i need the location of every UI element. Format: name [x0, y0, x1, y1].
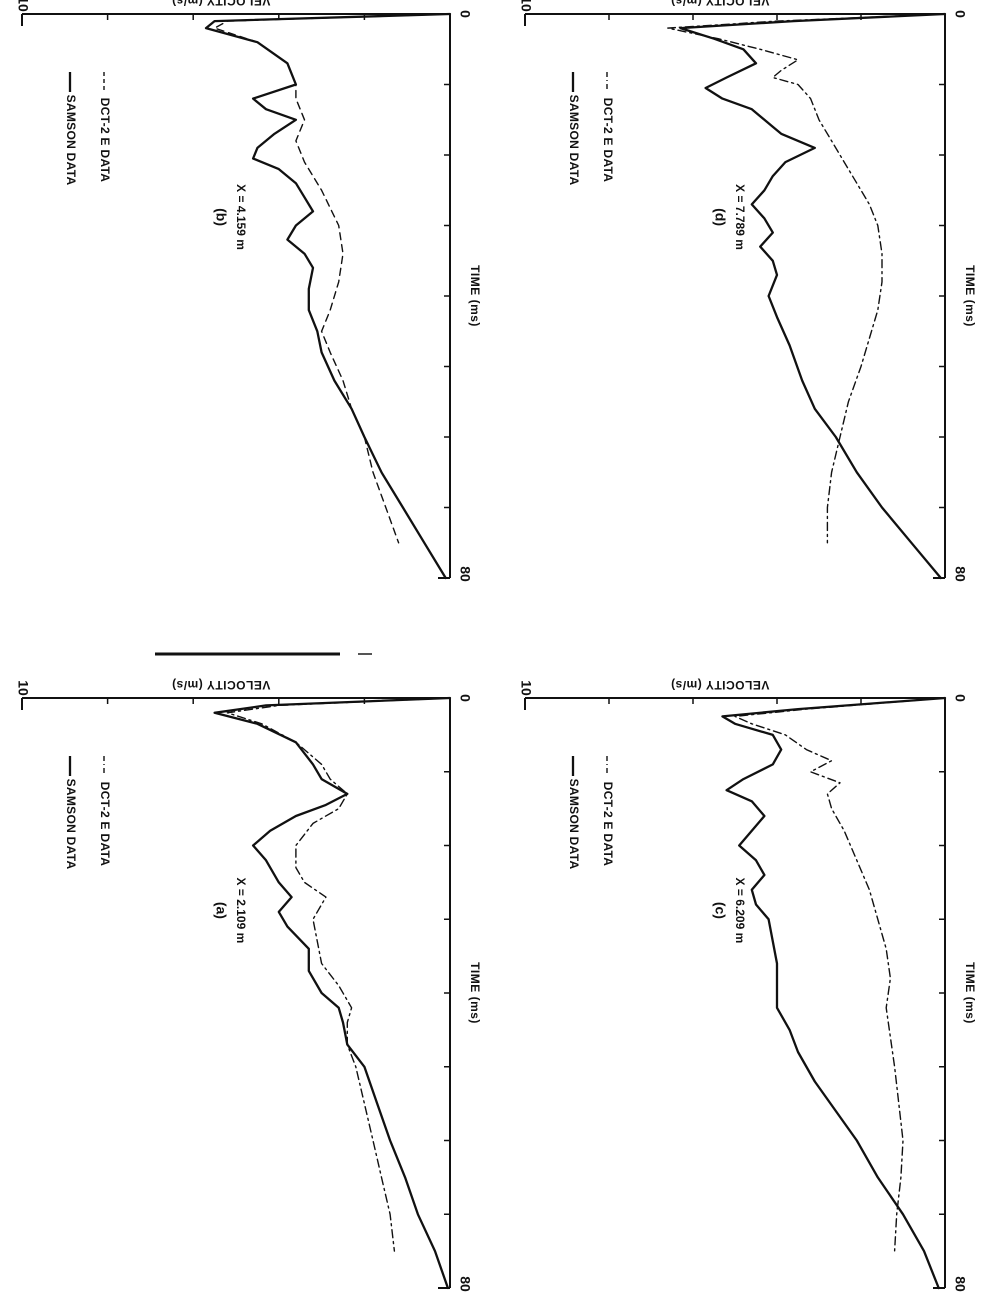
legend-label: DCT-2 E DATA	[98, 782, 112, 867]
series-line-samson	[204, 12, 452, 580]
panel-position-label: X = 4.159 m	[234, 184, 248, 250]
y-tick-label-end: 10	[518, 0, 534, 12]
y-tick-label-end: 10	[15, 0, 31, 12]
series-line-samson	[213, 696, 452, 1290]
series-line-samson	[679, 12, 947, 580]
panel-label: (d)	[712, 208, 728, 226]
legend-label: DCT-2 E DATA	[601, 782, 615, 867]
panel-d: 0 80 10 VELOCITY (m/s) TIME (ms) SAMSON DATA D…	[518, 0, 977, 582]
y-axis-label: VELOCITY (m/s)	[671, 678, 770, 692]
legend-label: SAMSON DATA	[64, 95, 78, 186]
x-tick-label-end: 80	[457, 566, 473, 582]
x-tick-label-start: 0	[952, 10, 968, 18]
y-axis-label: VELOCITY (m/s)	[172, 678, 271, 692]
series-line-dct2e	[226, 697, 451, 1252]
y-tick-label-end: 10	[15, 680, 31, 696]
legend-label: SAMSON DATA	[567, 95, 581, 186]
x-axis-label: TIME (ms)	[963, 265, 977, 327]
legend-label: DCT-2 E DATA	[98, 98, 112, 183]
x-tick-label-end: 80	[457, 1276, 473, 1292]
x-axis-label: TIME (ms)	[963, 962, 977, 1024]
series-line-dct2e	[213, 13, 451, 544]
series-line-samson	[721, 696, 947, 1290]
series-line-dct2e	[667, 13, 946, 544]
legend-label: SAMSON DATA	[64, 779, 78, 870]
y-axis-label: VELOCITY (m/s)	[172, 0, 271, 8]
x-tick-label-start: 0	[457, 10, 473, 18]
panel-position-label: X = 7.789 m	[733, 184, 747, 250]
x-tick-label-start: 0	[457, 694, 473, 702]
x-tick-label-end: 80	[952, 1276, 968, 1292]
y-axis-label: VELOCITY (m/s)	[671, 0, 770, 8]
legend-label: SAMSON DATA	[567, 779, 581, 870]
x-tick-label-end: 80	[952, 566, 968, 582]
panel-label: (b)	[213, 208, 229, 226]
y-tick-label-end: 10	[518, 680, 534, 696]
panel-label: (a)	[213, 902, 229, 919]
series-line-dct2e	[734, 697, 946, 1252]
legend-label: DCT-2 E DATA	[601, 98, 615, 183]
x-axis-label: TIME (ms)	[468, 265, 482, 327]
panel-position-label: X = 2.109 m	[234, 878, 248, 944]
panel-b: 0 80 10 VELOCITY (m/s) TIME (ms) SAMSON DATA D…	[15, 0, 482, 582]
x-tick-label-start: 0	[952, 694, 968, 702]
panel-a: 0 80 10 VELOCITY (m/s) TIME (ms) SAMSON DATA D…	[15, 678, 482, 1292]
panel-label: (c)	[712, 902, 728, 919]
x-axis-label: TIME (ms)	[468, 962, 482, 1024]
panel-c: 0 80 10 VELOCITY (m/s) TIME (ms) SAMSON DATA D…	[518, 678, 977, 1292]
panel-position-label: X = 6.209 m	[733, 878, 747, 944]
